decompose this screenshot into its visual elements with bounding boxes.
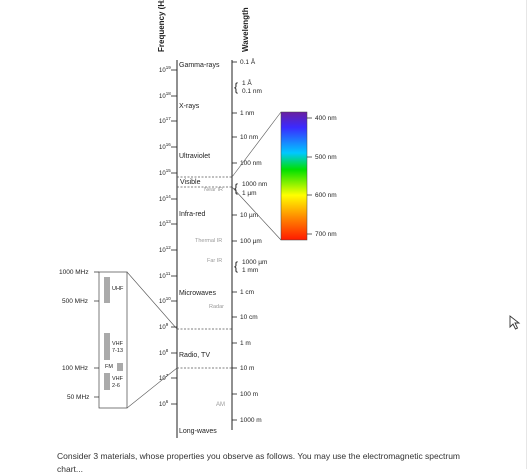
frequency-tick-label: 1014 <box>159 194 171 203</box>
frequency-tick-label: 1015 <box>159 168 171 177</box>
wl-100-nm: 100 nm <box>240 160 262 167</box>
wl-10-nm: 10 nm <box>240 134 258 141</box>
radio-500mhz-label: 500 MHz <box>62 298 88 305</box>
visible-expand-line-top <box>231 111 282 178</box>
radio-scale-ticks <box>94 271 99 398</box>
vhf-7-13-label: VHF 7-13 <box>112 341 124 354</box>
band-long-waves: Long-waves <box>179 428 217 435</box>
vhf-2-6-label: VHF 2-6 <box>112 376 124 389</box>
radio-100mhz-label: 100 MHz <box>62 365 88 372</box>
radio-50mhz-label: 50 MHz <box>67 394 89 401</box>
frequency-tick-label: 107 <box>159 373 169 382</box>
radio-detail-box <box>98 271 128 409</box>
visible-700nm-label: 700 nm <box>315 231 337 238</box>
vhf-2-6-bar <box>104 373 110 390</box>
radio-expand-line-bottom <box>126 367 178 409</box>
wavelength-ticks <box>232 61 237 421</box>
wavelength-axis-title: Wavelength <box>241 7 250 52</box>
band-gamma-rays: Gamma-rays <box>179 62 220 69</box>
frequency-tick-label: 1017 <box>159 116 171 125</box>
visible-400nm-label: 400 nm <box>315 115 337 122</box>
frequency-tick-label: 1013 <box>159 219 171 228</box>
brace-1a: { <box>234 80 238 94</box>
uhf-label: UHF <box>112 286 124 292</box>
band-ultraviolet: Ultraviolet <box>179 153 210 160</box>
wl-1-um: 1 µm <box>242 190 257 197</box>
sub-band-far-ir: Far IR <box>207 258 222 264</box>
brace-1mm: { <box>234 259 238 273</box>
sub-band-thermal-ir: Thermal IR <box>195 238 222 244</box>
wl-10-cm: 10 cm <box>240 314 258 321</box>
frequency-tick-label: 1010 <box>159 296 171 305</box>
visible-500nm-label: 500 nm <box>315 154 337 161</box>
uhf-bar <box>104 277 110 303</box>
frequency-tick-label: 1012 <box>159 245 171 254</box>
visible-scale-ticks <box>307 117 312 235</box>
visible-600nm-label: 600 nm <box>315 192 337 199</box>
wl-10-um: 10 µm <box>240 212 258 219</box>
question-caption-cont: chart... <box>57 464 83 474</box>
visible-spectrum-bar <box>280 111 308 241</box>
wl-0-1-angstrom: 0.1 Å <box>240 57 256 66</box>
wl-1000-m: 1000 m <box>240 417 262 424</box>
frequency-tick-label: 1019 <box>159 65 171 74</box>
band-labels: Gamma-rays X-rays Ultraviolet Visible In… <box>179 62 220 435</box>
brace-1um: { <box>234 181 238 195</box>
wl-1-cm: 1 cm <box>240 289 254 296</box>
mouse-cursor-icon <box>509 315 521 330</box>
frequency-tick-label: 1016 <box>159 142 171 151</box>
wl-1-m: 1 m <box>240 340 251 347</box>
wl-1000-nm: 1000 nm <box>242 181 267 188</box>
sub-band-radar: Radar <box>209 304 224 310</box>
vhf-7-13-bar <box>104 333 110 360</box>
band-visible: Visible <box>180 179 201 186</box>
question-caption: Consider 3 materials, whose properties y… <box>57 451 461 461</box>
fm-label: FM <box>105 364 113 370</box>
band-x-rays: X-rays <box>179 103 200 110</box>
visible-expand-line-bottom <box>231 186 282 241</box>
wl-1000-um: 1000 µm <box>242 259 267 266</box>
band-infra-red: Infra-red <box>179 211 206 218</box>
frequency-tick-label: 106 <box>159 399 169 408</box>
wl-100-m: 100 m <box>240 391 258 398</box>
frequency-axis-title: Frequency (Hz) <box>157 0 166 52</box>
band-microwaves: Microwaves <box>179 290 216 297</box>
radio-1000mhz-label: 1000 MHz <box>59 269 89 276</box>
wl-100-um: 100 µm <box>240 238 262 245</box>
sub-band-am: AM <box>216 402 225 408</box>
radio-expand-line-top <box>126 271 178 330</box>
frequency-tick-label: 108 <box>159 348 169 357</box>
fm-bar <box>117 363 123 371</box>
wl-10-m: 10 m <box>240 365 254 372</box>
wl-0-1-nm: 0.1 nm <box>242 88 262 95</box>
wavelength-labels: 0.1 Å 1 Å 0.1 nm 1 nm 10 nm 100 nm 1000 … <box>240 57 267 424</box>
sub-band-near-ir: Near IR <box>204 187 223 193</box>
wl-1-angstrom: 1 Å <box>242 78 252 87</box>
frequency-ticks: 1019 1018 1017 1016 1015 1014 1013 1012 1011 1010… <box>159 65 177 408</box>
band-radio-tv: Radio, TV <box>179 352 210 359</box>
frequency-tick-label: 1011 <box>159 271 171 280</box>
frequency-tick-label: 109 <box>159 322 169 331</box>
sub-band-labels: Near IR Thermal IR Far IR Radar AM <box>195 187 225 408</box>
wl-1-nm: 1 nm <box>240 110 254 117</box>
frequency-tick-label: 1018 <box>159 91 171 100</box>
wl-1-mm: 1 mm <box>242 267 258 274</box>
